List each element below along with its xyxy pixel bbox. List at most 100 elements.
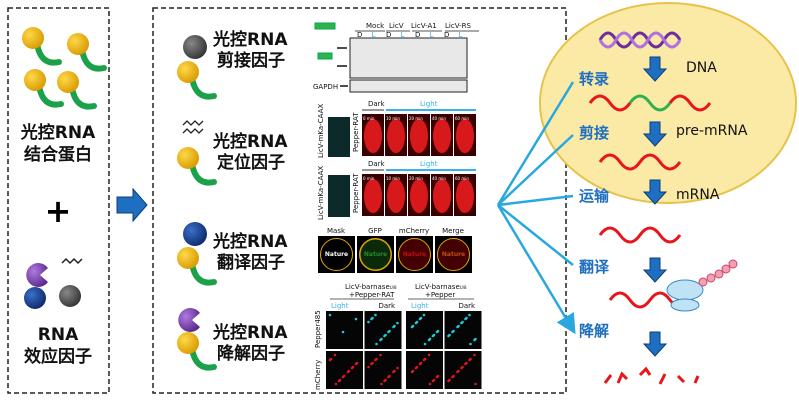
- factor-4-line2: 降解因子: [217, 343, 285, 364]
- micrograph: [326, 311, 363, 349]
- micrograph: [444, 351, 482, 389]
- factor-2-line2: 定位因子: [217, 152, 285, 173]
- light-label: Light: [420, 100, 438, 108]
- mask-text: Nature: [442, 251, 465, 258]
- combine-arrow-icon: [116, 187, 148, 223]
- row-label: mCherry: [314, 360, 322, 390]
- cell-image: [410, 179, 428, 213]
- panel-label: Merge: [442, 227, 464, 235]
- degradation-factor-icon: [177, 332, 214, 368]
- step-splicing: 剪接: [579, 124, 609, 142]
- row-label: Pepper-RAT: [352, 112, 360, 152]
- pre-mrna-icon: [588, 94, 632, 112]
- cell-image: [433, 179, 451, 213]
- time-label: 60 min: [455, 116, 469, 121]
- condition-label: Dark: [379, 302, 397, 310]
- protein-label-line2: 结合蛋白: [24, 144, 92, 165]
- cell-image: [364, 119, 382, 153]
- row-label: Pepper-RAT: [352, 173, 360, 213]
- rna-binding-protein-icon: [67, 33, 104, 69]
- degradation-panels: LicV-barnaseU/8 +Pepper-RAT LicV-barnase…: [314, 283, 482, 390]
- gray-effector-icon: [59, 285, 81, 307]
- side-label: LicV-mKa-CAAX: [317, 166, 325, 220]
- group-1-sub: +Pepper-RAT: [349, 291, 395, 299]
- lane-label: D: [415, 31, 420, 39]
- pre-mrna-label: pre-mRNA: [676, 123, 748, 139]
- step-transport: 运输: [579, 187, 610, 205]
- mrna-icon: [598, 153, 682, 171]
- group-1-label: LicV-barnaseU/8: [345, 283, 397, 291]
- rna-squiggle-icon: [61, 257, 83, 265]
- side-label: LicV-mKa-CAAX: [317, 104, 325, 158]
- mask-text: Nature: [403, 251, 426, 258]
- rna-binding-protein-icon: [24, 69, 61, 105]
- micrograph: [406, 311, 443, 349]
- panel-label: mCherry: [399, 227, 429, 235]
- time-label: 40 min: [432, 116, 446, 121]
- lane-label: L: [372, 31, 376, 39]
- rna-binding-protein-icon: [22, 27, 59, 63]
- group-2-sub: +Pepper: [425, 291, 455, 299]
- time-label: 60 min: [455, 176, 469, 181]
- left-panel: 光控RNA 结合蛋白 + RNA 效应因子: [7, 7, 110, 394]
- localization-factor-icon: [177, 147, 214, 183]
- dark-label: Dark: [368, 100, 386, 108]
- rna-binding-protein-icon: [57, 71, 94, 107]
- step-translation: 翻译: [579, 258, 610, 276]
- purple-effector-icon: [26, 263, 48, 288]
- time-label: 40 min: [432, 176, 446, 181]
- micrograph: [364, 311, 402, 349]
- step-degradation: 降解: [579, 322, 609, 340]
- micrograph: [326, 351, 363, 389]
- mask-text: Nature: [325, 251, 348, 258]
- right-panel: 转录 剪接 运输 翻译 降解 DNA pre-mRNA mRNA: [496, 2, 797, 385]
- blot-group-label: LicV: [389, 22, 404, 30]
- time-label: 10 min: [386, 176, 400, 181]
- micrograph: [406, 351, 443, 389]
- cyan-cell-image: [328, 117, 350, 157]
- exon-legend-icon: [314, 22, 336, 30]
- cell-image: [433, 119, 451, 153]
- light-label: Light: [420, 160, 438, 168]
- effector-label-line2: 效应因子: [24, 346, 92, 367]
- dark-label: Dark: [368, 160, 386, 168]
- time-label: 20 min: [409, 116, 423, 121]
- effector-label-line1: RNA: [38, 325, 79, 345]
- row-label: Pepper485: [314, 310, 322, 348]
- western-blot: Mock LicV LicV-A1 LicV-RS D L D L D L D L GAPDH: [313, 22, 479, 93]
- cell-image: [456, 179, 474, 213]
- dna-label: DNA: [686, 60, 717, 76]
- cell-image: [387, 179, 405, 213]
- lane-label: D: [357, 31, 362, 39]
- panel-label: GFP: [368, 227, 382, 235]
- micrograph: [444, 311, 482, 349]
- lane-label: L: [401, 31, 405, 39]
- degraded-rna-icon: [603, 366, 700, 385]
- splicing-factor-icon: [177, 61, 214, 97]
- dna-helix-icon: [598, 31, 682, 49]
- condition-label: Light: [331, 302, 349, 310]
- translation-factor-icon: [177, 247, 214, 283]
- mrna-label: mRNA: [676, 187, 720, 203]
- panel-label: Mask: [327, 227, 346, 235]
- blot-group-label: Mock: [366, 22, 385, 30]
- time-label: 0 min: [363, 116, 375, 121]
- exon-legend-icon: [317, 52, 333, 60]
- mask-text: Nature: [364, 251, 387, 258]
- lane-label: L: [430, 31, 434, 39]
- imaging-panel-1: LicV-mKa-CAAX Pepper-RAT Dark Light 0 mi…: [317, 100, 476, 158]
- blue-effector-icon: [183, 222, 207, 246]
- protein-label-line1: 光控RNA: [20, 122, 96, 143]
- factor-4-line1: 光控RNA: [212, 322, 288, 343]
- cell-image: [387, 119, 405, 153]
- step-arrows: [642, 56, 668, 357]
- factor-1-line2: 剪接因子: [217, 50, 285, 71]
- cyan-cell-image: [328, 175, 350, 217]
- middle-panel: 光控RNA 剪接因子 光控RNA 定位因子 光控RNA 翻译因子 光控RNA 降…: [152, 7, 567, 394]
- lane-label: L: [459, 31, 463, 39]
- nucleus: [539, 2, 797, 204]
- blue-effector-icon: [24, 287, 46, 309]
- cell-image: [456, 119, 474, 153]
- time-label: 10 min: [386, 116, 400, 121]
- translation-panels: Mask Nature GFP Nature mCherry Nature Merge Nat…: [318, 227, 472, 273]
